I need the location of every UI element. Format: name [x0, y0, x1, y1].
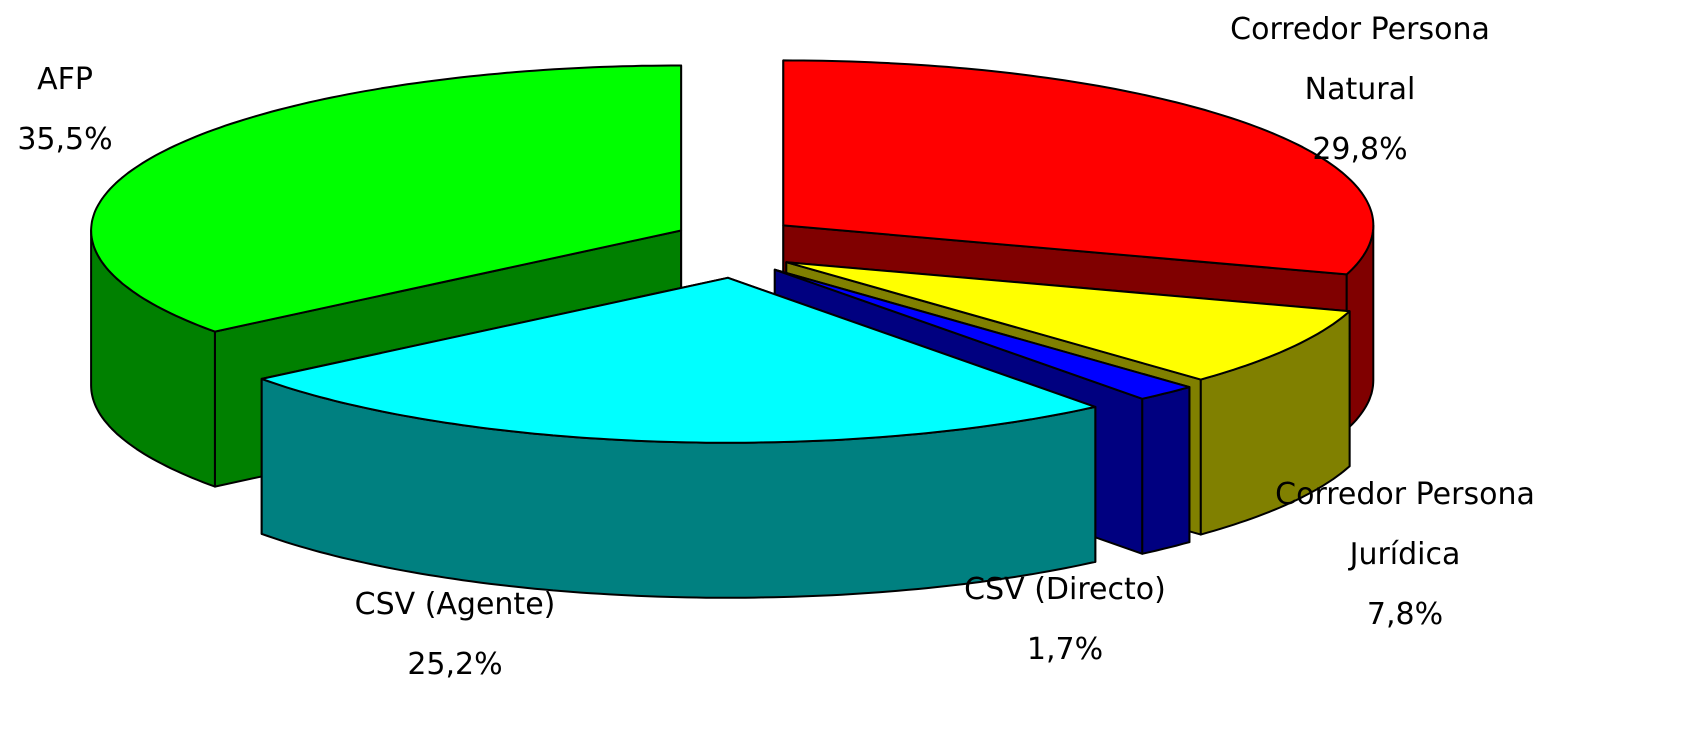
slice-label: Corredor Persona Natural 29,8% — [1170, 0, 1550, 180]
category-label: Corredor Persona Natural — [1230, 12, 1490, 107]
value-label: 7,8% — [1366, 597, 1444, 632]
value-label: 1,7% — [1026, 632, 1104, 667]
value-label: 29,8% — [1312, 132, 1408, 167]
slice-top — [90, 64, 683, 333]
slice-wall — [1141, 386, 1191, 555]
slice — [260, 276, 1097, 599]
category-label: AFP — [37, 62, 93, 97]
slice-label: CSV (Directo) 1,7% — [875, 560, 1255, 680]
slice-top — [260, 276, 1097, 444]
category-label: Corredor Persona Jurídica — [1275, 477, 1535, 572]
value-label: 35,5% — [17, 122, 113, 157]
slice-top — [785, 261, 1351, 381]
slice-label: CSV (Agente) 25,2% — [265, 575, 645, 695]
slice-label: Corredor Persona Jurídica 7,8% — [1215, 465, 1595, 645]
category-label: CSV (Directo) — [964, 572, 1166, 607]
slice-top — [773, 268, 1191, 400]
value-label: 25,2% — [407, 647, 503, 682]
slice-top — [782, 59, 1375, 276]
slice-label: AFP 35,5% — [0, 50, 255, 170]
category-label: CSV (Agente) — [354, 587, 556, 622]
